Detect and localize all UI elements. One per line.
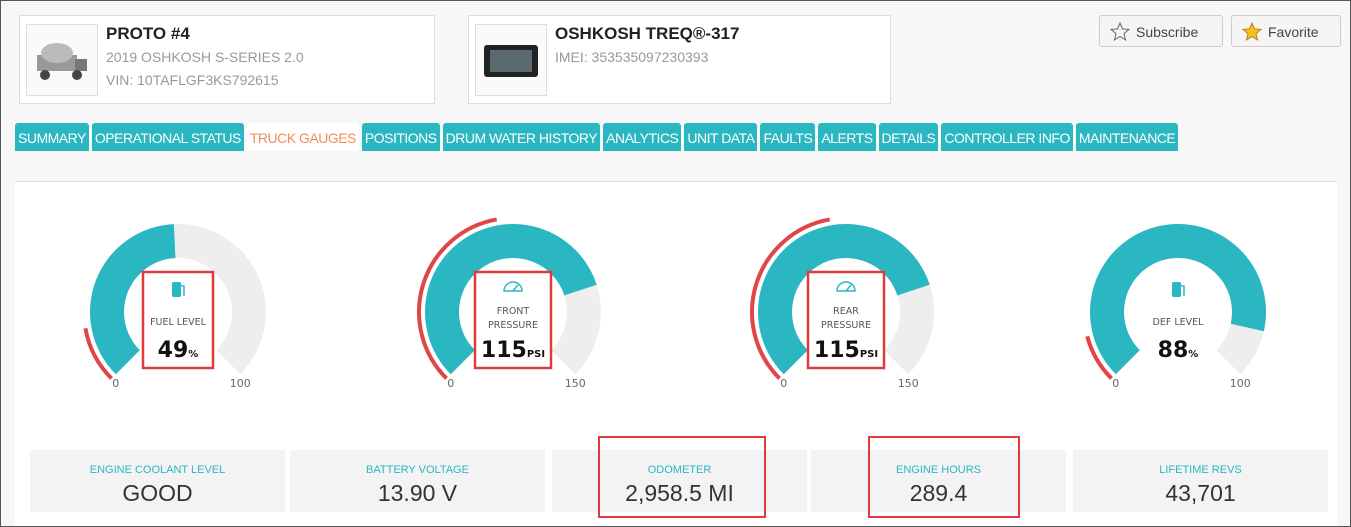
vehicle-card: PROTO #4 2019 OSHKOSH S-SERIES 2.0 VIN: … <box>19 15 435 104</box>
pressure-needle <box>846 285 851 291</box>
tab[interactable]: ALERTS <box>818 123 875 151</box>
gauge-min: 0 <box>1112 377 1119 390</box>
gauge-unit: % <box>188 349 198 360</box>
gauge-max: 100 <box>230 377 251 390</box>
tab[interactable]: DETAILS <box>879 123 939 151</box>
gauge-min: 0 <box>447 377 454 390</box>
device-card: OSHKOSH TREQ®-317 IMEI: 353535097230393 <box>468 15 891 104</box>
gauge-unit: PSI <box>527 349 545 360</box>
gauge-label: PRESSURE <box>821 320 871 331</box>
gauge-max: 150 <box>898 377 919 390</box>
gauge-min: 0 <box>112 377 119 390</box>
gauge-max: 100 <box>1230 377 1251 390</box>
gauge-label: FUEL LEVEL <box>150 317 207 328</box>
highlight-box <box>868 436 1020 518</box>
gauge-value: 115 <box>814 338 860 363</box>
vehicle-thumbnail <box>26 24 98 96</box>
stat-card: BATTERY VOLTAGE 13.90 V <box>290 450 545 512</box>
stat-label: BATTERY VOLTAGE <box>290 464 545 476</box>
stat-card: ENGINE COOLANT LEVEL GOOD <box>30 450 285 512</box>
device-thumbnail <box>475 24 547 96</box>
pressure-icon <box>837 282 855 291</box>
tab[interactable]: UNIT DATA <box>684 123 757 151</box>
gauge-min: 0 <box>780 377 787 390</box>
device-imei: IMEI: 353535097230393 <box>555 49 708 65</box>
fuel-icon-hose <box>181 286 184 296</box>
stat-value: GOOD <box>30 480 285 507</box>
tab[interactable]: POSITIONS <box>362 123 440 151</box>
gauge-reading: 115PSI <box>814 338 878 363</box>
stat-value: 43,701 <box>1073 480 1328 507</box>
tab[interactable]: SUMMARY <box>15 123 89 151</box>
button-label: Subscribe <box>1136 24 1198 40</box>
pressure-needle <box>513 285 518 291</box>
star-icon <box>1110 22 1130 42</box>
gauge-unit: % <box>1188 349 1198 360</box>
gauge-value: 49 <box>158 338 189 363</box>
device-icon <box>476 25 546 95</box>
tab[interactable]: FAULTS <box>760 123 815 151</box>
fuel-icon-hose <box>1181 286 1184 296</box>
highlight-box <box>598 436 766 518</box>
gauge-label: REAR <box>833 306 859 317</box>
stat-label: ENGINE COOLANT LEVEL <box>30 464 285 476</box>
pressure-icon <box>504 282 522 291</box>
star-icon <box>1242 22 1262 42</box>
stat-value: 13.90 V <box>290 480 545 507</box>
button-label: Favorite <box>1268 24 1319 40</box>
stat-card: LIFETIME REVS 43,701 <box>1073 450 1328 512</box>
tab[interactable]: OPERATIONAL STATUS <box>92 123 244 151</box>
tab[interactable]: CONTROLLER INFO <box>941 123 1073 151</box>
gauge-unit: PSI <box>860 349 878 360</box>
stat-label: LIFETIME REVS <box>1073 464 1328 476</box>
vehicle-model: 2019 OSHKOSH S-SERIES 2.0 <box>106 49 304 65</box>
tab[interactable]: TRUCK GAUGES <box>247 123 359 151</box>
gauge-label: DEF LEVEL <box>1153 317 1205 328</box>
gauge-max: 150 <box>565 377 586 390</box>
gauge-reading: 49% <box>158 338 199 363</box>
fuel-icon <box>172 282 181 297</box>
page: PROTO #4 2019 OSHKOSH S-SERIES 2.0 VIN: … <box>0 0 1351 527</box>
gauge-value: 115 <box>481 338 527 363</box>
gauge-reading: 88% <box>1158 338 1199 363</box>
gauge-label: PRESSURE <box>488 320 538 331</box>
device-name: OSHKOSH TREQ®-317 <box>555 24 739 44</box>
tab[interactable]: MAINTENANCE <box>1076 123 1178 151</box>
vehicle-vin: VIN: 10TAFLGF3KS792615 <box>106 72 279 88</box>
gauge-value: 88 <box>1158 338 1189 363</box>
gauge-label: FRONT <box>497 306 530 317</box>
truck-icon <box>27 25 97 95</box>
gauge-reading: 115PSI <box>481 338 545 363</box>
tab[interactable]: ANALYTICS <box>603 123 681 151</box>
favorite-button[interactable]: Favorite <box>1231 15 1341 47</box>
subscribe-button[interactable]: Subscribe <box>1099 15 1223 47</box>
vehicle-name: PROTO #4 <box>106 24 190 44</box>
tab[interactable]: DRUM WATER HISTORY <box>443 123 601 151</box>
fuel-icon <box>1172 282 1181 297</box>
